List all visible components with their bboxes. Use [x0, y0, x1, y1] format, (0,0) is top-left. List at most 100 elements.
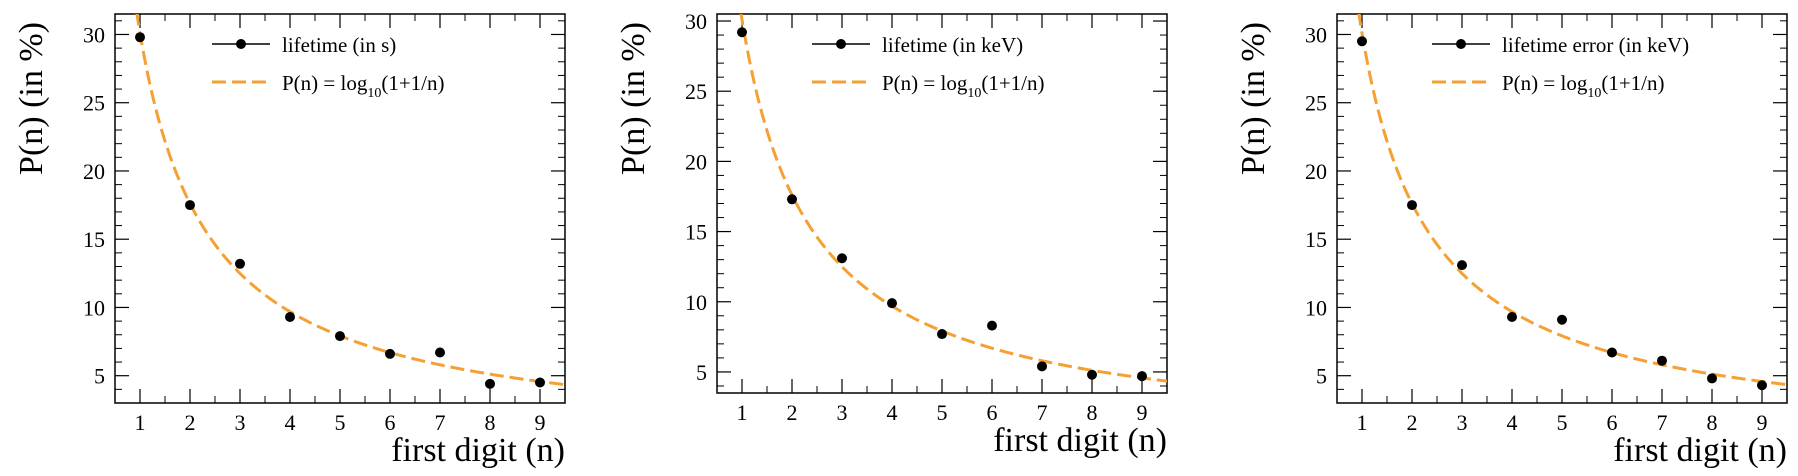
data-point	[1137, 371, 1147, 382]
data-point	[1457, 260, 1467, 271]
legend-label-subscript: 10	[367, 86, 381, 101]
x-tick-label: 9	[1757, 410, 1768, 435]
legend-label-subscript: 10	[1587, 86, 1601, 101]
x-tick-label: 4	[1507, 410, 1518, 435]
x-tick-label: 3	[837, 400, 848, 425]
data-point	[1037, 361, 1047, 372]
data-point	[485, 378, 495, 389]
x-tick-label: 7	[435, 410, 446, 435]
x-tick-label: 9	[1137, 400, 1148, 425]
legend-label-data: lifetime error (in keV)	[1502, 33, 1689, 57]
legend-label-tail: (1+1/n)	[381, 71, 444, 95]
data-point	[787, 194, 797, 205]
data-point	[1607, 347, 1617, 358]
y-tick-label: 25	[83, 91, 105, 116]
data-point	[1357, 36, 1367, 47]
x-tick-label: 3	[1457, 410, 1468, 435]
legend-label-data: lifetime (in s)	[282, 33, 396, 57]
data-point	[135, 32, 145, 43]
x-tick-label: 8	[1707, 410, 1718, 435]
y-axis-label: P(n) (in %)	[615, 22, 652, 175]
legend-label-curve: P(n) = log10(1+1/n)	[882, 71, 1045, 101]
chart-panel-lifetime-s: 1 2 3 4 5 6 7 8 9 5 10 15 20 25 30 P(n) (in %) first dig…	[13, 13, 566, 469]
legend-label-main: P(n) = log	[282, 71, 368, 95]
x-tick-label: 6	[1607, 410, 1618, 435]
legend-marker-point	[1456, 39, 1466, 49]
data-point	[1657, 355, 1667, 366]
benford-curve	[1357, 14, 1787, 387]
y-tick-label: 10	[1305, 295, 1327, 320]
data-point	[285, 312, 295, 323]
legend-label-subscript: 10	[967, 86, 981, 101]
x-axis-label: first digit (n)	[993, 422, 1167, 459]
legend-label-curve: P(n) = log10(1+1/n)	[282, 71, 445, 101]
x-axis-label: first digit (n)	[1613, 432, 1787, 469]
data-point	[1557, 314, 1567, 325]
data-point	[1707, 373, 1717, 384]
x-tick-label: 6	[385, 410, 396, 435]
legend-label-main: P(n) = log	[1502, 71, 1588, 95]
x-tick-label: 2	[185, 410, 196, 435]
x-tick-label: 3	[235, 410, 246, 435]
data-point	[837, 253, 847, 264]
data-point	[435, 347, 445, 358]
data-point	[535, 377, 545, 388]
chart-panel-lifetime-error-kev: 1 2 3 4 5 6 7 8 9 5 10 15 20 25 30 P(n) (in %) first dig…	[1235, 13, 1788, 469]
data-point	[1407, 200, 1417, 211]
y-tick-label: 30	[1305, 22, 1327, 47]
y-tick-label: 30	[685, 9, 707, 34]
y-tick-label: 25	[1305, 91, 1327, 116]
x-tick-label: 8	[485, 410, 496, 435]
data-point	[987, 320, 997, 331]
y-tick-label: 10	[83, 295, 105, 320]
x-tick-label: 6	[987, 400, 998, 425]
legend-label-tail: (1+1/n)	[1601, 71, 1664, 95]
y-tick-label: 20	[83, 159, 105, 184]
y-tick-label: 5	[94, 364, 105, 389]
data-point	[887, 298, 897, 309]
data-point	[235, 258, 245, 269]
x-tick-label: 2	[787, 400, 798, 425]
y-tick-label: 30	[83, 22, 105, 47]
x-tick-label: 8	[1087, 400, 1098, 425]
y-tick-label: 5	[696, 360, 707, 385]
legend-marker-point	[236, 39, 246, 49]
legend-label-tail: (1+1/n)	[981, 71, 1044, 95]
legend-label-main: P(n) = log	[882, 71, 968, 95]
data-point	[1757, 380, 1767, 391]
data-point	[385, 348, 395, 359]
benford-curve	[135, 14, 565, 387]
data-point	[185, 200, 195, 211]
x-tick-label: 1	[737, 400, 748, 425]
data-point	[1507, 312, 1517, 323]
data-point	[1087, 369, 1097, 380]
y-tick-label: 20	[685, 149, 707, 174]
x-tick-label: 7	[1037, 400, 1048, 425]
y-axis-label: P(n) (in %)	[1235, 22, 1272, 175]
x-tick-label: 9	[535, 410, 546, 435]
y-tick-label: 10	[685, 290, 707, 315]
y-tick-label: 15	[685, 220, 707, 245]
benford-curve	[739, 14, 1167, 383]
data-point	[335, 331, 345, 342]
data-point	[737, 27, 747, 38]
x-tick-label: 5	[335, 410, 346, 435]
y-tick-label: 15	[83, 227, 105, 252]
legend-marker-point	[836, 39, 846, 49]
x-tick-label: 7	[1657, 410, 1668, 435]
x-tick-label: 4	[285, 410, 296, 435]
x-tick-label: 5	[1557, 410, 1568, 435]
y-tick-label: 5	[1316, 364, 1327, 389]
chart-panel-lifetime-kev: 1 2 3 4 5 6 7 8 9 5 10 15 20 25 30 P(n) (in %) first dig…	[615, 9, 1168, 459]
legend-label-curve: P(n) = log10(1+1/n)	[1502, 71, 1665, 101]
x-tick-label: 5	[937, 400, 948, 425]
x-tick-label: 1	[135, 410, 146, 435]
y-tick-label: 25	[685, 79, 707, 104]
y-axis-label: P(n) (in %)	[13, 22, 50, 175]
legend-label-data: lifetime (in keV)	[882, 33, 1023, 57]
x-tick-label: 4	[887, 400, 898, 425]
x-tick-label: 2	[1407, 410, 1418, 435]
y-tick-label: 20	[1305, 159, 1327, 184]
x-tick-label: 1	[1357, 410, 1368, 435]
